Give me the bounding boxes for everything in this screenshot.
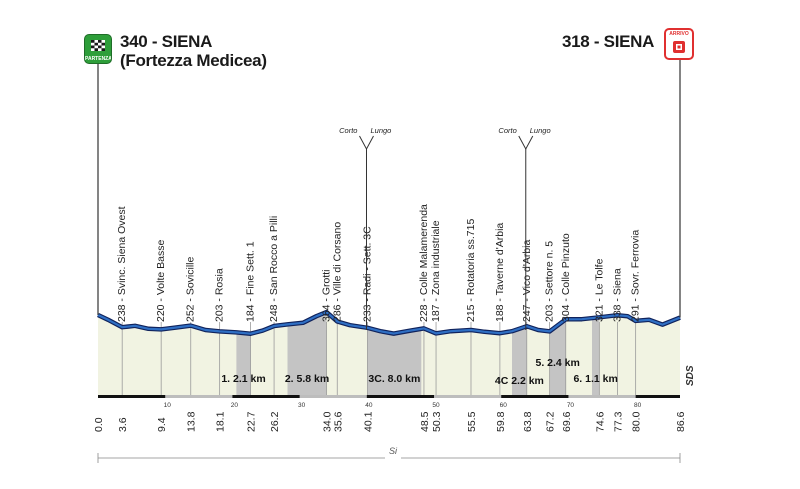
distance-label-15: 63.8 [522,411,534,432]
distance-label-13: 55.5 [466,411,478,432]
start-subtitle: (Fortezza Medicea) [120,51,267,70]
sector-area-2 [287,312,327,395]
distance-label-7: 26.2 [269,411,281,432]
waypoint-label-7: 364 - Grotti [320,269,332,322]
distance-label-5: 18.1 [215,411,227,432]
route-option-short-2: Corto [498,126,516,135]
distance-label-21: 86.6 [675,411,687,432]
distance-bar-segment-2 [232,395,300,398]
km-tick-40: 40 [365,402,373,409]
sector-label-2: 2. 5.8 km [285,373,329,385]
waypoint-label-17: 321 - Le Tolfe [593,258,605,322]
distance-label-12: 50.3 [431,411,443,432]
waypoint-label-3: 252 - Sovicille [185,256,197,322]
start-badge: PARTENZA [84,34,112,64]
sector-area-6 [592,317,600,395]
sector-area-5 [549,319,566,395]
waypoint-label-2: 220 - Volte Basse [155,240,167,322]
distance-label-18: 74.6 [594,411,606,432]
km-tick-30: 30 [298,402,306,409]
sds-label: SDS [685,365,696,386]
waypoint-label-13: 188 - Taverne d'Arbia [494,223,506,322]
km-tick-10: 10 [164,402,172,409]
si-label-bg [385,448,401,466]
distance-label-20: 80.0 [631,411,643,432]
distance-label-10: 40.1 [362,411,374,432]
route-option-fork-1 [359,135,374,151]
route-option-long-2: Lungo [530,126,551,135]
distance-label-2: 3.6 [117,417,129,432]
waypoint-label-16: 304 - Colle Pinzuto [560,233,572,322]
waypoint-label-9: 233 - Radi - Sett. 3C [361,226,373,322]
finish-target-icon [673,41,685,53]
profile-line [97,311,681,335]
waypoint-label-19: 291 - Sovr. Ferrovia [630,230,642,322]
distance-label-19: 77.3 [612,411,624,432]
finish-badge-label: ARRIVO [669,31,689,37]
waypoint-label-14: 247 - Vico d'Arbia [521,239,533,322]
sector-label-5: 5. 2.4 km [535,357,579,369]
waypoint-label-1: 238 - Svinc. Siena Ovest [116,206,128,322]
distance-label-6: 22.7 [246,411,258,432]
route-option-fork-2 [518,135,534,151]
waypoint-label-12: 215 - Rotatoria ss.715 [465,219,477,322]
distance-bar-segment-5 [635,395,680,398]
waypoint-label-10: 228 - Colle Malamerenda [418,204,430,322]
distance-label-4: 13.8 [186,411,198,432]
km-tick-60: 60 [500,402,508,409]
si-label: Si [389,446,398,456]
distance-bar-segment-3 [366,395,435,398]
km-tick-50: 50 [432,402,440,409]
distance-bar-segment-1 [98,395,166,398]
waypoint-label-11: 187 - Zona industriale [430,220,442,322]
distance-bar-segment-4 [501,395,569,398]
sector-area-3 [367,327,422,395]
distance-label-8: 34.0 [321,411,333,432]
distance-label-16: 67.2 [545,411,557,432]
route-option-short-1: Corto [339,126,357,135]
checkered-flag-icon [91,40,105,51]
distance-label-14: 59.8 [495,411,507,432]
waypoint-label-18: 338 - Siena [611,268,623,322]
sector-area-4 [512,326,527,395]
start-badge-label: PARTENZA [85,56,112,62]
finish-badge: ARRIVO [664,28,694,60]
finish-title: 318 - SIENA [562,32,655,51]
km-tick-20: 20 [231,402,239,409]
distance-label-3: 9.4 [156,417,168,432]
waypoint-label-4: 203 - Rosia [214,268,226,322]
sector-area-1 [236,332,251,395]
waypoint-label-15: 203 - Settore n. 5 [544,241,556,322]
distance-label-17: 69.6 [561,411,573,432]
sector-label-1: 1. 2.1 km [221,373,265,385]
distance-label-9: 35.6 [332,411,344,432]
km-tick-80: 80 [634,402,642,409]
waypoint-label-5: 184 - Fine Sett. 1 [245,241,257,322]
distance-label-11: 48.5 [419,411,431,432]
sector-label-4: 4C 2.2 km [495,375,544,387]
sector-label-3: 3C. 8.0 km [368,373,420,385]
distance-label-1: 0.0 [93,417,105,432]
waypoint-label-8: 286 - Ville di Corsano [331,222,343,322]
km-tick-70: 70 [567,402,575,409]
sector-label-6: 6. 1.1 km [573,373,617,385]
waypoint-label-6: 248 - San Rocco a Pilli [268,216,280,322]
start-title: 340 - SIENA [120,32,213,51]
route-option-long-1: Lungo [370,126,391,135]
